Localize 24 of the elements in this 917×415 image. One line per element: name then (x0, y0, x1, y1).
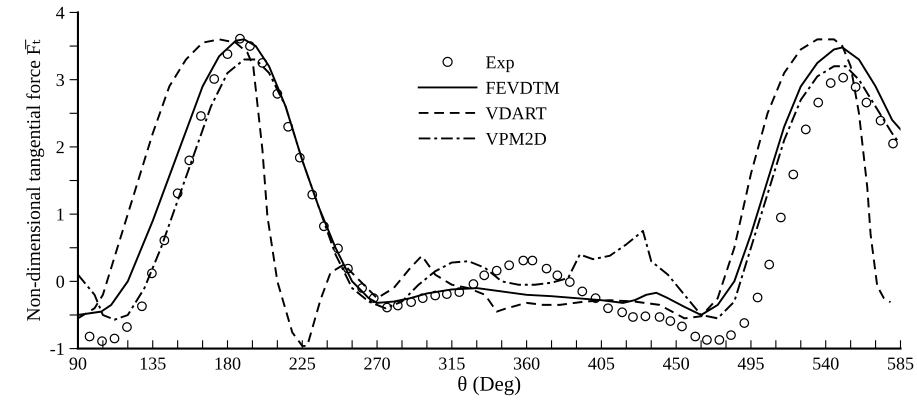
x-tick-label: 585 (888, 357, 914, 370)
x-tick-label: 315 (439, 358, 465, 370)
x-tick-label: 360 (514, 357, 540, 370)
x-tick-label: 270 (364, 357, 390, 370)
legend-label: FEVDTM (486, 82, 560, 94)
x-axis-title: θ (Deg) (458, 376, 520, 396)
y-tick-label: -1 (50, 342, 64, 355)
y-tick-label: 4 (56, 6, 64, 19)
y-tick-label: 0 (56, 276, 64, 288)
legend-label: Exp (486, 56, 514, 72)
x-tick-label: 495 (738, 358, 764, 370)
x-tick-label: 180 (216, 357, 240, 370)
y-tick-label: 3 (56, 74, 64, 86)
legend-label: VDART (486, 107, 546, 120)
x-tick-label: 405 (588, 357, 614, 370)
y-tick-label: 1 (57, 208, 64, 220)
x-tick-label: 225 (290, 358, 316, 370)
x-tick-label: 90 (70, 357, 86, 370)
legend-label: VPM2D (486, 132, 546, 146)
y-axis-title: Non-dimensional tangential force F̅ₜ (25, 40, 44, 321)
x-tick-label: 540 (813, 357, 839, 370)
y-tick-label: 2 (56, 141, 64, 154)
x-tick-label: 450 (662, 357, 690, 370)
x-tick-label: 135 (140, 358, 166, 370)
